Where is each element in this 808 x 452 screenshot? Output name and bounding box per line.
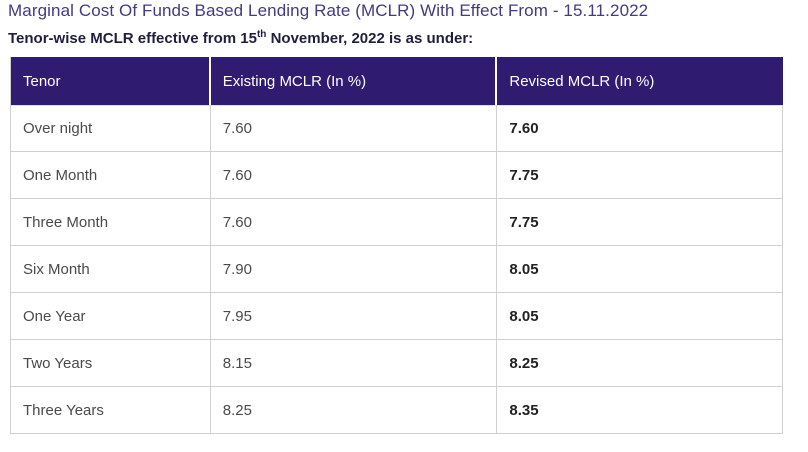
revised-cell: 8.05 — [497, 246, 783, 293]
table-row: One Year 7.95 8.05 — [11, 293, 783, 340]
existing-cell: 8.15 — [210, 340, 498, 387]
revised-cell: 7.75 — [497, 199, 783, 246]
column-header-existing-mclr: Existing MCLR (In %) — [210, 57, 498, 105]
subtitle-prefix: Tenor-wise MCLR effective from 15 — [8, 30, 257, 47]
revised-cell: 8.35 — [497, 387, 783, 434]
subtitle-superscript: th — [256, 29, 267, 40]
tenor-cell: Over night — [11, 105, 211, 152]
table-row: One Month 7.60 7.75 — [11, 152, 783, 199]
existing-cell: 7.90 — [210, 246, 498, 293]
existing-cell: 7.60 — [210, 105, 498, 152]
subtitle-suffix: November, 2022 is as under: — [266, 30, 474, 47]
existing-cell: 7.60 — [210, 152, 498, 199]
table-row: Three Month 7.60 7.75 — [11, 199, 783, 246]
page-title: Marginal Cost Of Funds Based Lending Rat… — [8, 1, 649, 20]
tenor-cell: One Year — [11, 293, 211, 340]
table-row: Over night 7.60 7.60 — [11, 105, 783, 152]
mclr-rates-table: Tenor Existing MCLR (In %) Revised MCLR … — [10, 57, 783, 434]
table-row: Two Years 8.15 8.25 — [11, 340, 783, 387]
existing-cell: 7.60 — [210, 199, 498, 246]
table-row: Three Years 8.25 8.35 — [11, 387, 783, 434]
revised-cell: 8.25 — [497, 340, 783, 387]
column-header-revised-mclr: Revised MCLR (In %) — [497, 57, 783, 105]
tenor-cell: One Month — [11, 152, 211, 199]
tenor-cell: Two Years — [11, 340, 211, 387]
table-header-row: Tenor Existing MCLR (In %) Revised MCLR … — [11, 57, 783, 105]
revised-cell: 8.05 — [497, 293, 783, 340]
column-header-tenor: Tenor — [11, 57, 211, 105]
existing-cell: 8.25 — [210, 387, 498, 434]
tenor-cell: Three Years — [11, 387, 211, 434]
revised-cell: 7.60 — [497, 105, 783, 152]
tenor-cell: Six Month — [11, 246, 211, 293]
tenor-cell: Three Month — [11, 199, 211, 246]
page-subtitle: Tenor-wise MCLR effective from 15th Nove… — [8, 29, 474, 48]
existing-cell: 7.95 — [210, 293, 498, 340]
revised-cell: 7.75 — [497, 152, 783, 199]
table-row: Six Month 7.90 8.05 — [11, 246, 783, 293]
